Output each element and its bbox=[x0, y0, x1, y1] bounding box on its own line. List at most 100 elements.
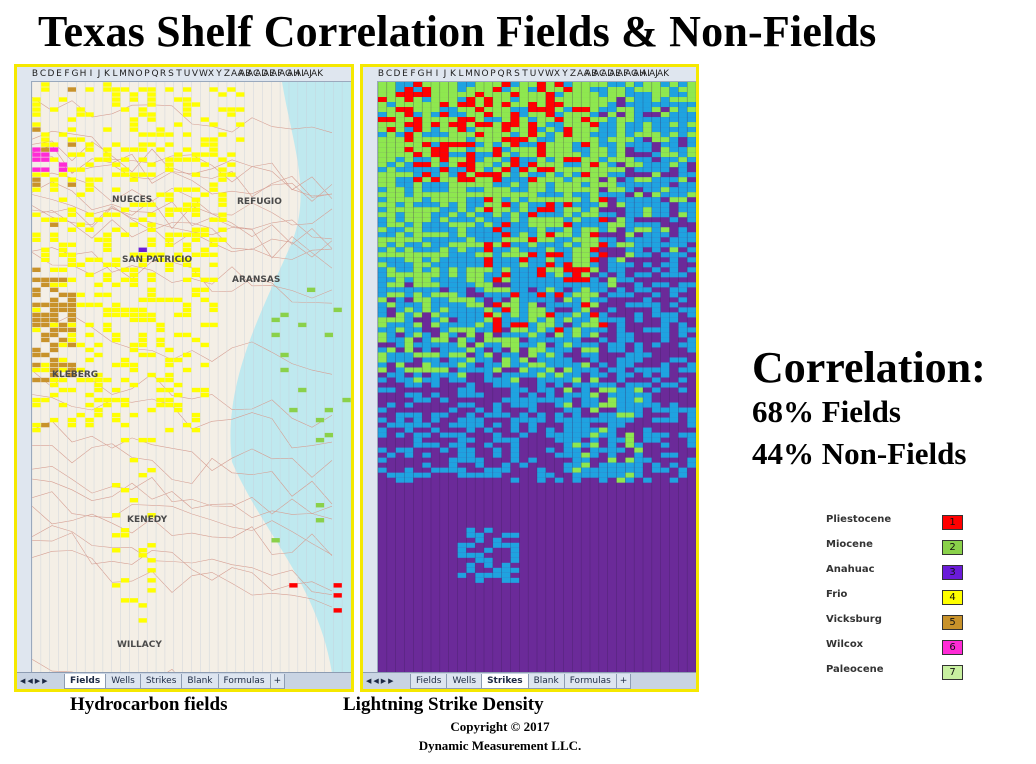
column-letter[interactable]: W bbox=[545, 69, 554, 79]
column-letter[interactable]: AK bbox=[657, 69, 670, 79]
column-letter[interactable]: K bbox=[450, 69, 456, 79]
column-letter[interactable]: S bbox=[514, 69, 520, 79]
column-letter[interactable]: Z bbox=[569, 69, 577, 79]
field-cell bbox=[209, 237, 218, 242]
column-letter[interactable]: J bbox=[97, 69, 101, 79]
column-letter[interactable]: D bbox=[47, 69, 55, 79]
column-letter[interactable]: T bbox=[176, 69, 182, 79]
column-letter[interactable]: AK bbox=[311, 69, 324, 79]
column-letter[interactable]: V bbox=[537, 69, 545, 79]
column-letter[interactable]: AC bbox=[247, 69, 260, 79]
strike-cell bbox=[413, 162, 423, 168]
column-letter[interactable]: I bbox=[435, 69, 439, 79]
column-letter[interactable]: L bbox=[458, 69, 464, 79]
column-letter[interactable]: AD bbox=[601, 69, 615, 79]
sheet-tab-blank[interactable]: Blank bbox=[181, 673, 219, 689]
column-letter[interactable]: C bbox=[385, 69, 393, 79]
column-letter[interactable]: I bbox=[89, 69, 93, 79]
sheet-tab-strikes[interactable]: Strikes bbox=[139, 673, 183, 689]
column-letter[interactable]: K bbox=[104, 69, 110, 79]
column-letter[interactable]: AE bbox=[609, 69, 621, 79]
strike-cell bbox=[386, 112, 396, 118]
sheet-tab-wells[interactable]: Wells bbox=[446, 673, 483, 689]
column-letter[interactable]: AH bbox=[633, 69, 646, 79]
column-letter[interactable]: Q bbox=[497, 69, 505, 79]
column-letter[interactable]: Z bbox=[223, 69, 231, 79]
column-letter[interactable]: B bbox=[31, 69, 39, 79]
strike-cell bbox=[395, 187, 405, 193]
add-sheet-icon[interactable]: + bbox=[615, 673, 632, 689]
field-cell bbox=[209, 152, 218, 157]
strike-cell bbox=[537, 227, 546, 233]
column-letter[interactable]: AJ bbox=[303, 69, 312, 79]
column-letter[interactable]: O bbox=[135, 69, 143, 79]
column-letter[interactable]: AG bbox=[279, 69, 292, 79]
column-letter[interactable]: J bbox=[443, 69, 447, 79]
column-letter[interactable]: C bbox=[39, 69, 47, 79]
column-letter[interactable]: AA bbox=[577, 69, 590, 79]
sheet-tab-wells[interactable]: Wells bbox=[105, 673, 141, 689]
column-letter[interactable]: G bbox=[417, 69, 425, 79]
column-letter[interactable]: Y bbox=[216, 69, 222, 79]
sheet-tab-fields[interactable]: Fields bbox=[64, 673, 107, 689]
column-letter[interactable]: U bbox=[529, 69, 537, 79]
column-letter[interactable]: M bbox=[119, 69, 127, 79]
column-letter[interactable]: AH bbox=[287, 69, 300, 79]
column-letter[interactable]: P bbox=[144, 69, 150, 79]
column-letter[interactable]: AB bbox=[585, 69, 598, 79]
column-letter[interactable]: H bbox=[79, 69, 87, 79]
column-letter[interactable]: AA bbox=[231, 69, 244, 79]
column-letter[interactable]: H bbox=[425, 69, 433, 79]
field-cell bbox=[94, 352, 103, 358]
column-letter[interactable]: AI bbox=[641, 69, 650, 79]
tab-nav-arrows-icon[interactable]: ◀◀▶▶ bbox=[366, 677, 396, 685]
column-letter[interactable]: N bbox=[127, 69, 135, 79]
field-cell bbox=[147, 352, 156, 358]
column-letter[interactable]: Q bbox=[151, 69, 159, 79]
column-letter[interactable]: X bbox=[553, 69, 561, 79]
tab-nav-arrows-icon[interactable]: ◀◀▶▶ bbox=[20, 677, 50, 685]
sheet-tab-strikes[interactable]: Strikes bbox=[481, 673, 529, 689]
sheet-tab-blank[interactable]: Blank bbox=[527, 673, 565, 689]
column-letter[interactable]: L bbox=[112, 69, 118, 79]
sheet-tab-formulas[interactable]: Formulas bbox=[217, 673, 271, 689]
column-letter[interactable]: AD bbox=[255, 69, 269, 79]
strike-cell bbox=[660, 442, 670, 448]
column-letter[interactable]: AF bbox=[271, 69, 283, 79]
field-cell bbox=[32, 97, 41, 102]
column-letter[interactable]: X bbox=[207, 69, 215, 79]
column-letter[interactable]: D bbox=[393, 69, 401, 79]
column-letter[interactable]: N bbox=[473, 69, 481, 79]
column-letter[interactable]: AC bbox=[593, 69, 606, 79]
field-cell bbox=[182, 202, 192, 207]
add-sheet-icon[interactable]: + bbox=[269, 673, 286, 689]
column-letter[interactable]: AE bbox=[263, 69, 275, 79]
column-letter[interactable]: W bbox=[199, 69, 208, 79]
column-letter[interactable]: M bbox=[465, 69, 473, 79]
column-letter[interactable]: F bbox=[410, 69, 416, 79]
column-letter[interactable]: Y bbox=[562, 69, 568, 79]
column-letter[interactable]: F bbox=[64, 69, 70, 79]
strike-cell bbox=[519, 317, 529, 323]
sheet-tab-fields[interactable]: Fields bbox=[410, 673, 448, 689]
column-letter[interactable]: AG bbox=[625, 69, 638, 79]
column-letter[interactable]: R bbox=[505, 69, 513, 79]
column-letter[interactable]: R bbox=[159, 69, 167, 79]
column-letter[interactable]: V bbox=[191, 69, 199, 79]
strike-cell bbox=[598, 477, 608, 483]
column-letter[interactable]: S bbox=[168, 69, 174, 79]
column-letter[interactable]: AJ bbox=[649, 69, 658, 79]
column-letter[interactable]: AI bbox=[295, 69, 304, 79]
column-letter[interactable]: E bbox=[402, 69, 408, 79]
column-letter[interactable]: T bbox=[522, 69, 528, 79]
column-letter[interactable]: AF bbox=[617, 69, 629, 79]
column-letter[interactable]: O bbox=[481, 69, 489, 79]
column-letter[interactable]: P bbox=[490, 69, 496, 79]
column-letter[interactable]: G bbox=[71, 69, 79, 79]
column-letter[interactable]: E bbox=[56, 69, 62, 79]
column-letter[interactable]: U bbox=[183, 69, 191, 79]
column-letter[interactable]: B bbox=[377, 69, 385, 79]
sheet-tab-formulas[interactable]: Formulas bbox=[563, 673, 617, 689]
column-letter[interactable]: AB bbox=[239, 69, 252, 79]
strike-cell bbox=[386, 222, 396, 228]
